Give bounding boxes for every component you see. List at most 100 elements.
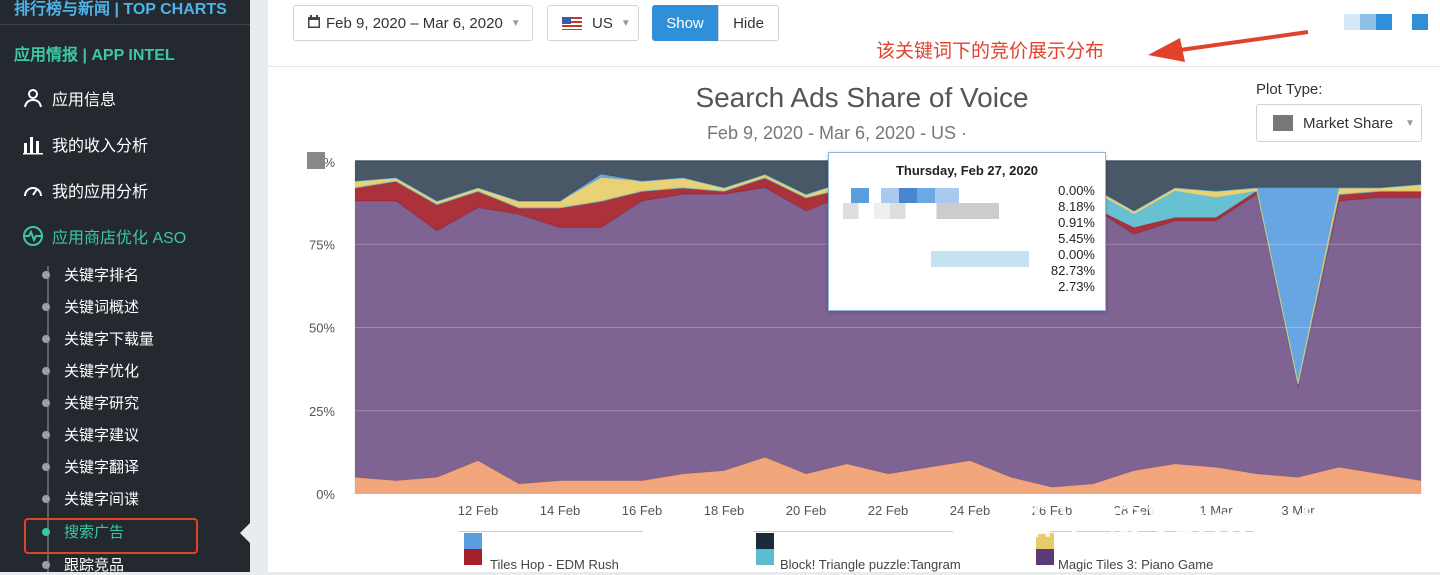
sidebar-item-label: 应用信息 <box>52 92 117 109</box>
legend-divider <box>458 531 643 532</box>
sub-item-label: 搜索广告 <box>64 524 125 541</box>
legend-swatch-blue[interactable] <box>464 533 482 549</box>
legend-swatch-red[interactable] <box>464 549 482 565</box>
sub-item-label: 关键字排名 <box>64 267 140 284</box>
chart-container: Search Ads Share of Voice Feb 9, 2020 - … <box>268 67 1440 572</box>
legend-label-2[interactable]: Block! Triangle puzzle:Tangram <box>780 557 961 572</box>
sub-item-keyword-ranking[interactable]: 关键字排名 <box>42 264 139 285</box>
legend-divider <box>1036 531 1256 532</box>
plot-type-value: Market Share <box>1303 114 1394 132</box>
active-caret <box>240 522 251 544</box>
x-tick-label: 16 Feb <box>622 503 662 518</box>
sub-item-label: 关键词概述 <box>64 299 140 316</box>
date-range-value: Feb 9, 2020 – Mar 6, 2020 <box>326 14 503 32</box>
sub-item-label: 关键字研究 <box>64 395 140 412</box>
hide-button[interactable]: Hide <box>718 5 779 41</box>
bullet-dot <box>42 527 50 536</box>
chart-title: Search Ads Share of Voice <box>695 82 1029 113</box>
x-tick-label: 3 Mar <box>1281 503 1315 518</box>
sidebar-item-revenue[interactable]: 我的收入分析 <box>22 132 148 156</box>
legend-label-1[interactable]: Tiles Hop - EDM Rush <box>490 557 619 572</box>
sidebar-section-app-intel[interactable]: 应用情报 | APP INTEL <box>14 47 175 64</box>
bullet-dot <box>42 462 50 471</box>
sub-item-label: 关键字间谍 <box>64 491 140 508</box>
chevron-down-icon: ▼ <box>510 17 521 29</box>
plot-type-label: Plot Type: <box>1256 81 1323 98</box>
highlight-box <box>24 518 198 554</box>
bullet-dot <box>42 430 50 439</box>
bullet-dot <box>42 334 50 343</box>
color-swatch <box>1360 14 1376 30</box>
y-tick-label: 0% <box>316 487 335 502</box>
area-series-5 <box>355 174 1421 381</box>
chart-subtitle: Feb 9, 2020 - Mar 6, 2020 - US · <box>706 123 968 143</box>
area-series-1 <box>355 187 1421 488</box>
bullet-dot <box>42 560 50 569</box>
legend-swatch-purple[interactable] <box>1036 549 1054 565</box>
tooltip-value: 5.45% <box>1058 231 1095 246</box>
sidebar-item-label: 应用商店优化 ASO <box>52 230 187 247</box>
show-button[interactable]: Show <box>652 5 718 41</box>
chart-panel: Search Ads Share of Voice Feb 9, 2020 - … <box>268 67 1440 572</box>
pulse-icon <box>22 225 44 247</box>
y-tick-label: 50% <box>309 321 335 336</box>
sidebar-divider <box>0 24 250 25</box>
tooltip-value: 0.00% <box>1058 183 1095 198</box>
annotation-text: 该关键词下的竞价展示分布 <box>876 41 1105 62</box>
x-tick-label: 18 Feb <box>704 503 744 518</box>
bar-chart-icon <box>22 133 44 155</box>
x-tick-label: 1 Mar <box>1199 503 1233 518</box>
sub-item-keyword-spy[interactable]: 关键字间谍 <box>42 488 139 509</box>
plot-type-select[interactable]: Market Share ▼ <box>1256 104 1422 142</box>
sidebar: 排行榜与新闻 | TOP CHARTS 应用情报 | APP INTEL 应用信… <box>0 0 251 575</box>
blurred-app-name <box>839 188 959 204</box>
legend-label-3[interactable]: Magic Tiles 3: Piano Game <box>1058 557 1214 572</box>
sidebar-item-aso[interactable]: 应用商店优化 ASO <box>22 224 186 248</box>
x-tick-label: 28 Feb <box>1114 503 1154 518</box>
gauge-icon <box>22 179 44 201</box>
bullet-dot <box>42 270 50 279</box>
sub-item-keyword-optimize[interactable]: 关键字优化 <box>42 360 139 381</box>
legend-divider <box>753 531 953 532</box>
date-range-picker[interactable]: Feb 9, 2020 – Mar 6, 2020 ▼ <box>293 5 533 41</box>
bullet-dot <box>42 302 50 311</box>
sub-item-search-ads[interactable]: 搜索广告 <box>42 521 124 542</box>
legend-swatch-dark[interactable] <box>756 533 774 549</box>
sub-item-track-competitors[interactable]: 跟踪竞品 <box>42 554 124 575</box>
tooltip-title: Thursday, Feb 27, 2020 <box>895 163 1039 178</box>
toolbar: Feb 9, 2020 – Mar 6, 2020 ▼ US ▼ Show Hi… <box>268 0 1440 67</box>
country-value: US <box>592 14 613 32</box>
legend-swatch-teal[interactable] <box>756 549 774 565</box>
tooltip-value: 2.73% <box>1058 279 1095 294</box>
sub-item-keyword-suggest[interactable]: 关键字建议 <box>42 424 139 445</box>
main-content: Feb 9, 2020 – Mar 6, 2020 ▼ US ▼ Show Hi… <box>268 0 1440 572</box>
sub-item-label: 跟踪竞品 <box>64 557 125 574</box>
chevron-down-icon: ▼ <box>1405 117 1415 129</box>
x-tick-label: 12 Feb <box>458 503 498 518</box>
people-icon <box>22 87 44 109</box>
bullet-dot <box>42 366 50 375</box>
area-series-2 <box>355 177 1421 388</box>
color-swatch <box>1376 14 1392 30</box>
bullet-dot <box>42 398 50 407</box>
x-tick-label: 22 Feb <box>868 503 908 518</box>
country-select[interactable]: US ▼ <box>547 5 639 41</box>
sidebar-item-label: 我的应用分析 <box>52 184 149 201</box>
sidebar-top-charts[interactable]: 排行榜与新闻 | TOP CHARTS <box>14 1 227 18</box>
us-flag-icon <box>562 16 582 30</box>
sidebar-item-app-info[interactable]: 应用信息 <box>22 86 116 110</box>
sub-item-label: 关键字建议 <box>64 427 140 444</box>
sub-item-keyword-overview[interactable]: 关键词概述 <box>42 296 139 317</box>
blurred-app-name <box>889 251 1029 267</box>
area-series-0 <box>355 457 1421 494</box>
sidebar-item-my-apps[interactable]: 我的应用分析 <box>22 178 148 202</box>
sidebar-item-label: 我的收入分析 <box>52 138 149 155</box>
sub-item-keyword-translate[interactable]: 关键字翻译 <box>42 456 139 477</box>
area-chart-icon <box>1273 115 1293 131</box>
legend-swatch-yellow[interactable] <box>1036 533 1054 549</box>
x-tick-label: 24 Feb <box>950 503 990 518</box>
tooltip-value: 82.73% <box>1050 263 1095 278</box>
sub-item-keyword-research[interactable]: 关键字研究 <box>42 392 139 413</box>
sub-item-keyword-downloads[interactable]: 关键字下载量 <box>42 328 154 349</box>
sub-item-label: 关键字翻译 <box>64 459 140 476</box>
